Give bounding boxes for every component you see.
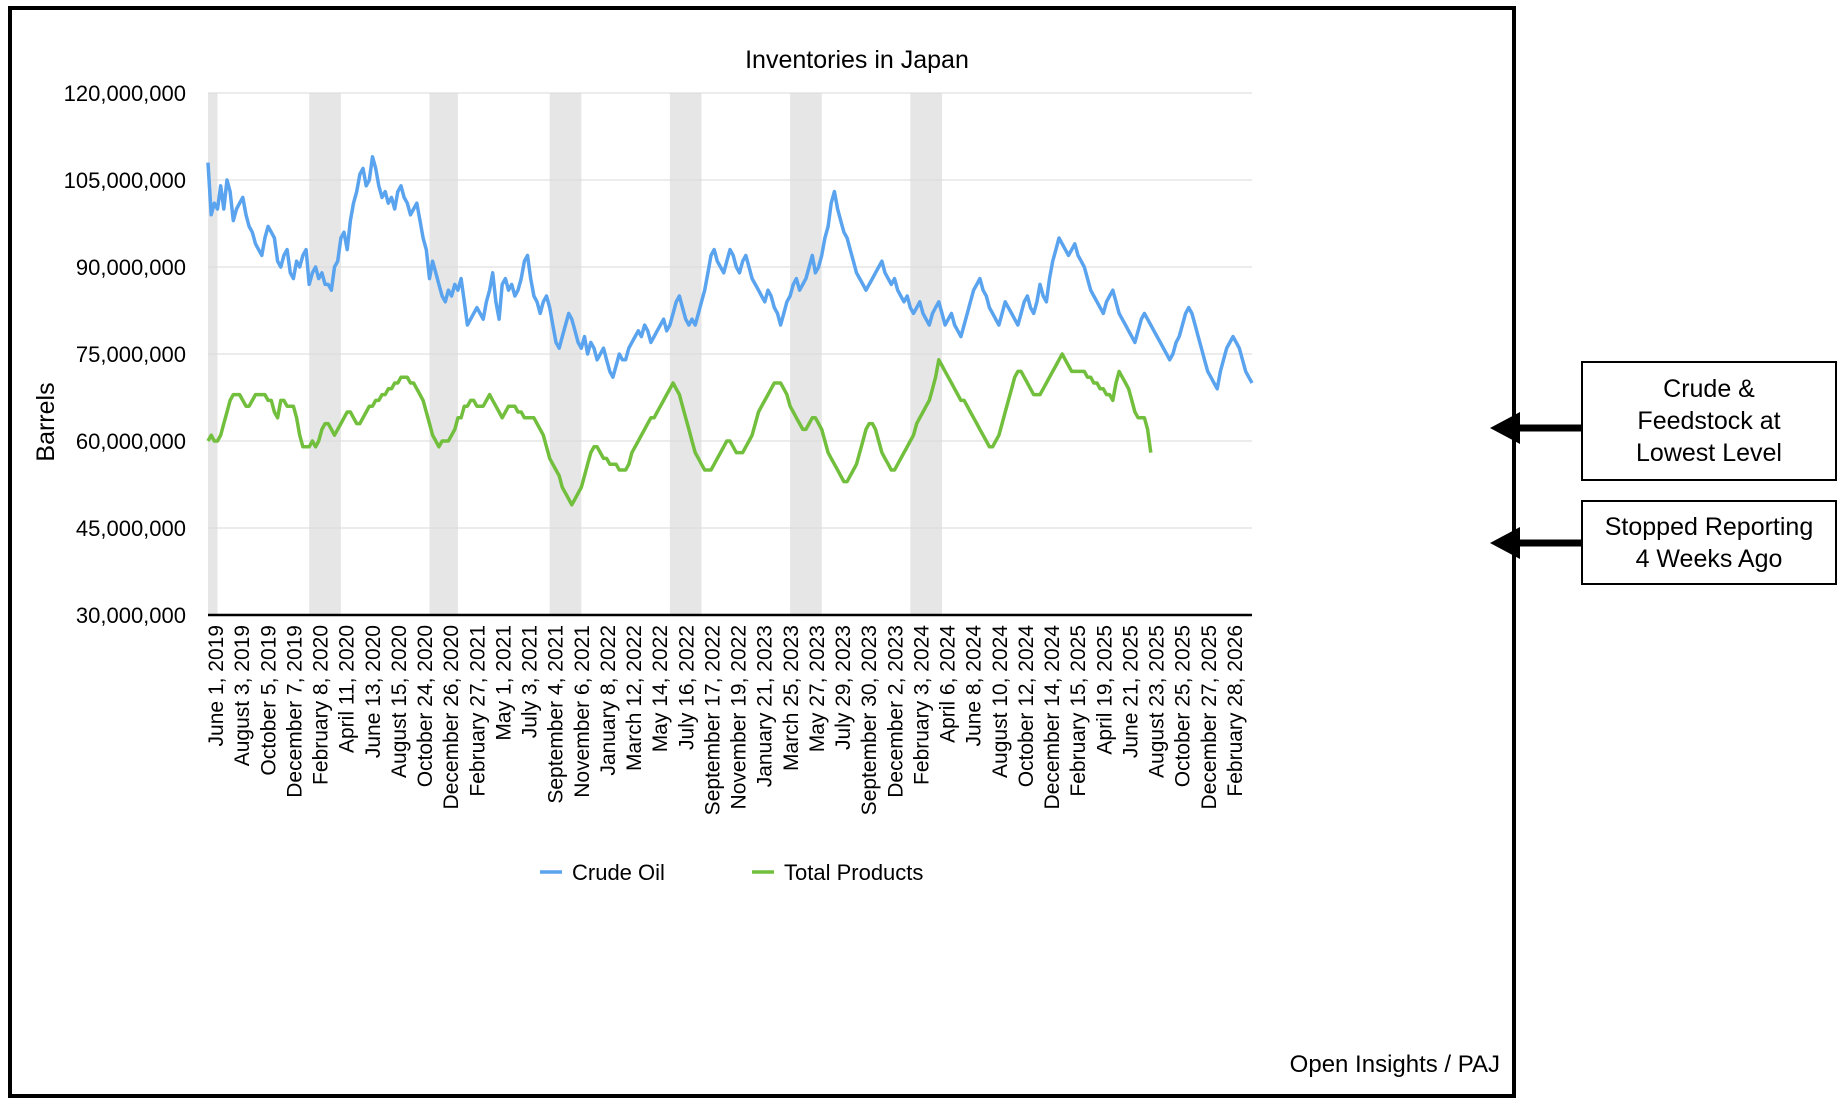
y-axis-label: Barrels	[32, 382, 60, 461]
x-tick-label: December 27, 2025	[1198, 625, 1221, 809]
legend-label: Total Products	[784, 860, 923, 885]
y-tick-label: 60,000,000	[76, 429, 186, 454]
x-tick-label: October 12, 2024	[1015, 625, 1038, 788]
x-tick-label: February 27, 2021	[466, 625, 489, 797]
chart-frame: 30,000,000 45,000,000 60,000,000 75,000,000…	[8, 6, 1516, 1098]
x-tick-label: November 6, 2021	[571, 625, 594, 798]
x-axis-ticks: June 1, 2019 August 3, 2019 October 5, 201…	[205, 625, 1247, 816]
x-tick-label: April 11, 2020	[336, 625, 359, 753]
series-line-total-products	[206, 352, 1153, 507]
x-tick-label: July 16, 2022	[675, 625, 698, 750]
x-tick-label: June 21, 2025	[1119, 625, 1142, 758]
x-tick-label: December 2, 2023	[884, 625, 907, 798]
source-note: Open Insights / PAJ	[1290, 1051, 1500, 1078]
y-tick-label: 30,000,000	[76, 603, 186, 628]
legend-label: Crude Oil	[572, 860, 665, 885]
x-tick-label: August 3, 2019	[231, 625, 254, 766]
x-tick-label: June 8, 2024	[963, 625, 986, 747]
y-axis-ticks: 30,000,000 45,000,000 60,000,000 75,000,000…	[64, 81, 186, 628]
x-tick-label: August 23, 2025	[1146, 625, 1169, 778]
x-tick-label: February 15, 2025	[1067, 625, 1090, 797]
x-tick-label: February 8, 2020	[310, 625, 333, 785]
x-tick-label: December 14, 2024	[1041, 625, 1064, 810]
x-tick-label: November 19, 2022	[728, 625, 751, 809]
x-tick-label: September 17, 2022	[701, 625, 724, 815]
chart-title: Inventories in Japan	[745, 46, 969, 74]
x-tick-label: October 5, 2019	[257, 625, 280, 776]
legend: Crude Oil Total Products	[540, 860, 923, 885]
chart-svg: 30,000,000 45,000,000 60,000,000 75,000,000…	[32, 46, 1500, 1078]
gridlines	[208, 92, 1252, 529]
callout-arrows	[1490, 412, 1582, 559]
x-tick-label: February 3, 2024	[910, 625, 933, 785]
x-tick-label: July 29, 2023	[832, 625, 855, 750]
x-tick-label: July 3, 2021	[519, 625, 542, 738]
x-tick-label: June 13, 2020	[362, 625, 385, 758]
x-tick-label: September 30, 2023	[858, 625, 881, 815]
series-line-crude-oil	[206, 155, 1254, 391]
x-tick-label: December 7, 2019	[283, 625, 306, 798]
x-tick-label: May 27, 2023	[806, 625, 829, 752]
y-tick-label: 120,000,000	[64, 81, 186, 106]
x-tick-label: June 1, 2019	[205, 625, 228, 746]
x-tick-label: March 25, 2023	[780, 625, 803, 771]
callout-crude-lowest-level: Crude & Feedstock at Lowest Level	[1581, 361, 1837, 481]
x-tick-label: September 4, 2021	[545, 625, 568, 804]
x-tick-label: August 10, 2024	[989, 625, 1012, 778]
x-tick-label: March 12, 2022	[623, 625, 646, 771]
x-tick-label: October 24, 2020	[414, 625, 437, 787]
y-tick-label: 90,000,000	[76, 255, 186, 280]
x-tick-label: May 1, 2021	[492, 625, 515, 741]
callout-stopped-reporting: Stopped Reporting 4 Weeks Ago	[1581, 500, 1837, 585]
x-tick-label: December 26, 2020	[440, 625, 463, 809]
series-lines	[206, 155, 1254, 507]
y-tick-label: 105,000,000	[64, 168, 186, 193]
x-tick-label: May 14, 2022	[649, 625, 672, 752]
x-tick-label: October 25, 2025	[1172, 625, 1195, 787]
y-tick-label: 45,000,000	[76, 516, 186, 541]
y-tick-label: 75,000,000	[76, 342, 186, 367]
arrow-crude	[1490, 412, 1582, 444]
x-tick-label: April 6, 2024	[937, 625, 960, 743]
x-tick-label: April 19, 2025	[1093, 625, 1116, 755]
x-tick-label: January 21, 2023	[754, 625, 777, 787]
x-tick-label: August 15, 2020	[388, 625, 411, 778]
x-tick-label: January 8, 2022	[597, 625, 620, 776]
x-tick-label: February 28, 2026	[1224, 625, 1247, 797]
arrow-stopped	[1490, 527, 1582, 559]
